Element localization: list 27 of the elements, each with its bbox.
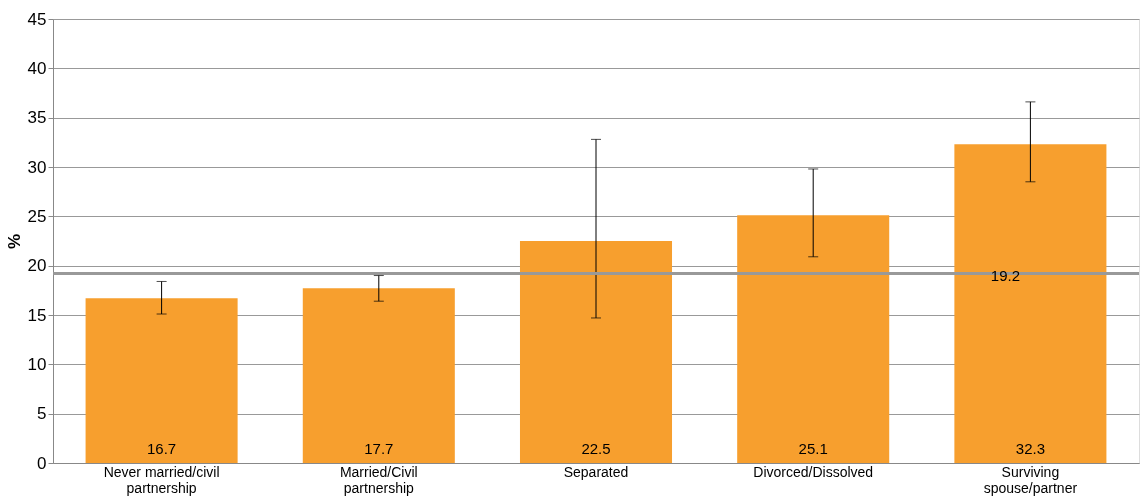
ref-line-label: 19.2 xyxy=(990,266,1020,284)
bar xyxy=(302,288,455,463)
x-tick-label: Surviving spouse/partner xyxy=(983,463,1078,496)
y-tick-label: 5 xyxy=(37,404,47,424)
x-tick-label: Divorced/Dissolved xyxy=(753,463,874,480)
data-label: 16.7 xyxy=(147,440,177,457)
x-tick-label: Separated xyxy=(563,463,629,480)
y-tick-label: 15 xyxy=(27,305,47,325)
data-label: 17.7 xyxy=(364,440,394,457)
data-label: 25.1 xyxy=(798,440,828,457)
y-tick-label: 20 xyxy=(27,256,47,276)
bar xyxy=(737,215,890,463)
data-label: 32.3 xyxy=(1015,440,1045,457)
bar xyxy=(519,241,673,463)
y-tick-label: 0 xyxy=(37,453,47,473)
x-tick-label: Never married/civil partnership xyxy=(103,463,220,496)
data-label: 22.5 xyxy=(581,440,611,457)
y-tick-label: 40 xyxy=(27,58,47,78)
y-axis-title: % xyxy=(4,233,24,250)
y-tick-label: 25 xyxy=(27,206,47,226)
y-tick-label: 45 xyxy=(27,9,47,29)
y-tick-label: 30 xyxy=(27,157,47,177)
y-tick-label: 10 xyxy=(27,354,47,374)
y-tick-label: 35 xyxy=(27,108,47,128)
x-tick-label: Married/Civil partnership xyxy=(339,463,418,496)
bar xyxy=(954,144,1107,463)
bar xyxy=(85,298,238,463)
